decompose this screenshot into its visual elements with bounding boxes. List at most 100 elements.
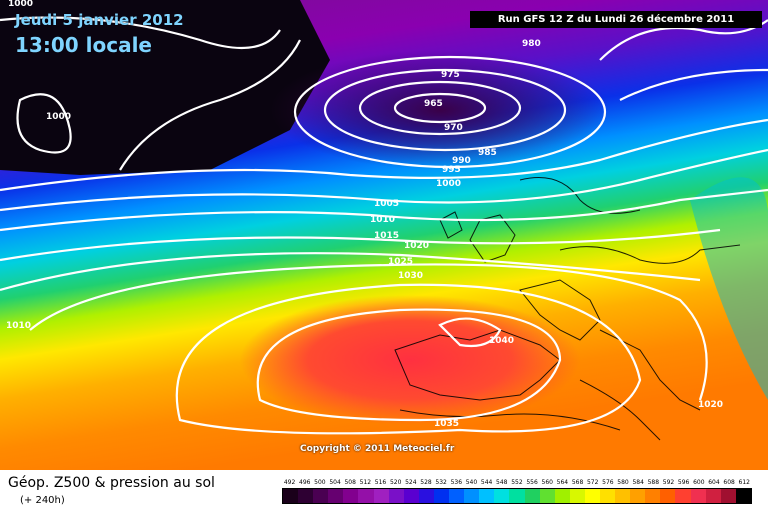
scale-tick-label: 600 [693,479,705,486]
scale-tick-label: 568 [571,479,584,486]
scale-tick-label: 536 [450,479,463,486]
scale-tick-label: 588 [647,479,660,486]
scale-swatch [313,489,329,503]
scale-tick-label: 512 [359,479,372,486]
scale-tick-label: 508 [344,479,356,486]
forecast-time: 13:00 locale [15,33,152,57]
legend-subtitle: (+ 240h) [20,495,65,506]
isobar-label: 1010 [370,215,395,225]
scale-swatch [433,489,450,503]
high-pressure-core [240,295,580,425]
scale-swatch [660,489,676,503]
isobar-label: 1035 [434,419,459,429]
isobar-label: 975 [441,70,460,80]
scale-tick-label: 552 [511,479,523,486]
scale-swatch [464,489,480,503]
scale-swatch [705,489,721,503]
color-scale: 492 496 500 504 508 512 516 520 524 528 532 536 540 5… [282,479,752,504]
scale-tick-label: 556 [526,479,538,486]
scale-tick-label: 576 [602,479,614,486]
scale-tick-label: 504 [329,479,341,486]
isobar-label: 1010 [6,321,31,331]
copyright-notice: Copyright © 2011 Meteociel.fr [300,444,455,454]
scale-swatch [449,489,465,503]
scale-swatch [599,489,616,503]
forecast-date: Jeudi 5 janvier 2012 [15,11,184,29]
isobar-label: 1025 [388,257,413,267]
scale-swatch [615,489,631,503]
scale-swatch [403,489,419,503]
model-run-label: Run GFS 12 Z du Lundi 26 décembre 2011 [470,11,762,28]
scale-tick-label: 540 [465,479,478,486]
scale-swatch [569,489,585,503]
scale-swatch [509,489,525,503]
scale-swatch [524,489,540,503]
scale-tick-label: 564 [556,479,569,486]
isobar-label: 1030 [398,271,423,281]
isobar-label: 1040 [489,336,514,346]
isobar-label: 1000 [436,179,461,189]
isobar-label: 985 [478,148,497,158]
scale-ticks: 492 496 500 504 508 512 516 520 524 528 532 536 540 5… [282,479,752,486]
scale-swatch [720,489,736,503]
scale-tick-label: 492 [283,479,296,486]
isobar-label: 1020 [698,400,723,410]
scale-swatch [298,489,314,503]
scale-swatch [343,489,359,503]
scale-swatch [479,489,495,503]
isobar-label: 1020 [404,241,429,251]
isobar-label: 990 [452,156,471,166]
scale-swatch [675,489,691,503]
scale-tick-label: 520 [389,479,402,486]
scale-swatch [283,489,299,503]
scale-swatch [554,489,570,503]
east-cool-region [690,177,768,400]
scale-tick-label: 612 [738,479,750,486]
scale-swatch [358,489,374,503]
isobar-labels: 1000 980 975 965 970 985 990 995 1000 10… [6,0,723,429]
isobar-label: 995 [442,165,461,175]
scale-tick-label: 560 [541,479,553,486]
isobar-label: 1000 [8,0,33,9]
pressure-map: 1000 980 975 965 970 985 990 995 1000 10… [0,0,768,470]
scale-tick-label: 584 [632,479,644,486]
isobar-label: 1015 [374,231,399,241]
scale-swatch [494,489,510,503]
scale-swatch [388,489,404,503]
scale-tick-label: 500 [314,479,326,486]
coastlines [394,177,741,441]
scale-tick-label: 516 [374,479,387,486]
isobar-label: 1005 [374,199,399,209]
scale-swatch [328,489,344,503]
scale-tick-label: 572 [586,479,599,486]
isobar-lines [0,16,768,435]
scale-swatch [418,489,434,503]
scale-tick-label: 592 [662,479,675,486]
deep-low-region [0,0,330,175]
scale-swatch [539,489,555,503]
scale-tick-label: 524 [405,479,417,486]
legend-title: Géop. Z500 & pression au sol [8,475,215,491]
isobar-label: 970 [444,123,463,133]
isobar-label: 965 [424,99,443,109]
isobar-label: 1000 [46,112,71,122]
scale-tick-label: 604 [708,479,720,486]
scale-tick-label: 608 [723,479,735,486]
scale-swatch [690,489,706,503]
scale-swatch [735,489,751,503]
scale-swatch [630,489,646,503]
scale-swatch [373,489,389,503]
legend-footer: Géop. Z500 & pression au sol (+ 240h) 49… [0,470,768,512]
scale-tick-label: 528 [420,479,432,486]
scale-tick-label: 580 [617,479,629,486]
scale-tick-label: 544 [480,479,493,486]
scale-tick-label: 496 [299,479,311,486]
scale-swatches [282,488,752,504]
scale-swatch [645,489,661,503]
isobar-label: 980 [522,39,541,49]
scale-tick-label: 596 [677,479,690,486]
scale-swatch [584,489,600,503]
scale-tick-label: 548 [496,479,508,486]
scale-tick-label: 532 [435,479,447,486]
